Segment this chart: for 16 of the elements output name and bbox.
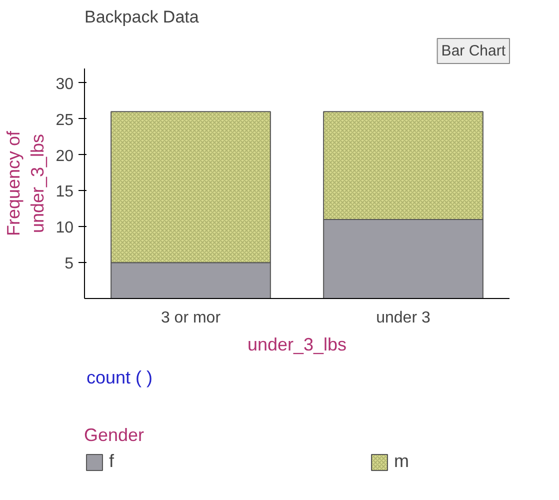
y-tick-label: 5 (64, 256, 74, 273)
x-axis-title: under_3_lbs (247, 334, 347, 354)
y-tick-label: 30 (56, 76, 74, 93)
chart-title: Backpack Data (84, 8, 200, 26)
text: count ( ) (86, 368, 153, 388)
y-axis-title: Frequency of under_3_lbs (4, 130, 48, 236)
y-tick-label: 20 (56, 148, 74, 165)
x-tick-label: 3 or mor (160, 310, 222, 326)
legend-label: m (394, 451, 410, 472)
y-tick-label: 25 (56, 112, 74, 129)
legend-label: f (109, 451, 116, 472)
text: Bar Chart (441, 42, 506, 60)
x-tick-label: under 3 (376, 310, 430, 326)
legend-title: Gender (84, 425, 146, 446)
y-tick-label: 10 (56, 220, 74, 237)
y-tick-label: 15 (56, 184, 74, 201)
